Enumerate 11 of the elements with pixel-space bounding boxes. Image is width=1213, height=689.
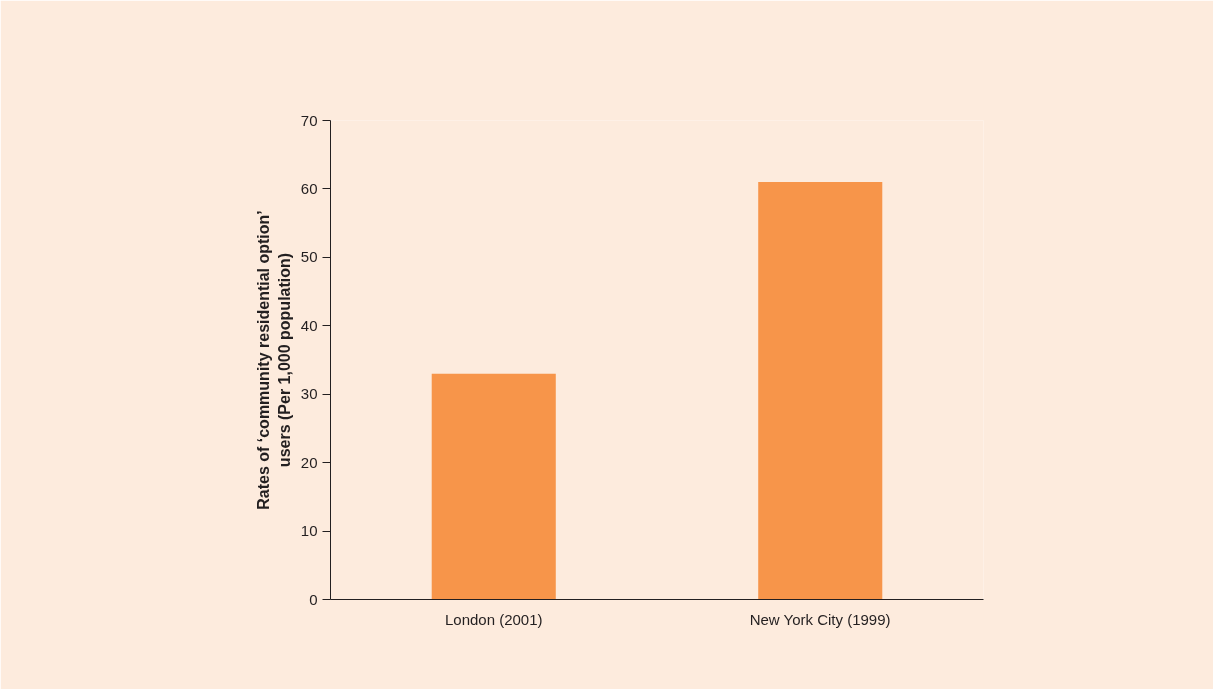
y-axis-title: Rates of ‘community residential option’ users (Per 1,000 population) bbox=[255, 210, 293, 510]
x-tick-label: New York City (1999) bbox=[749, 610, 891, 628]
y-tick-label: 30 bbox=[300, 385, 318, 403]
y-tick-label: 40 bbox=[300, 316, 318, 334]
y-tick-label: 70 bbox=[300, 111, 318, 129]
y-tick-label: 50 bbox=[300, 248, 318, 266]
y-tick-label: 0 bbox=[309, 590, 318, 608]
x-tick-label: London (2001) bbox=[444, 610, 543, 628]
y-tick-label: 20 bbox=[300, 453, 318, 471]
y-tick-label: 60 bbox=[300, 179, 318, 197]
y-tick-label: 10 bbox=[300, 522, 318, 540]
